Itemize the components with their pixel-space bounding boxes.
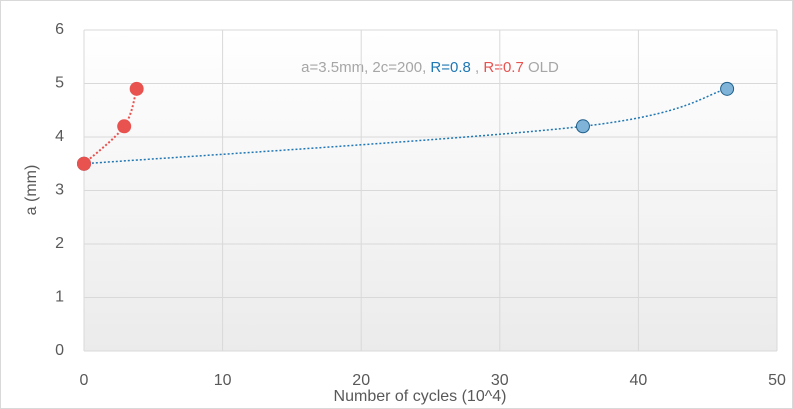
annotation-series: R=0.7 <box>483 59 523 76</box>
x-tick-label: 10 <box>214 372 232 389</box>
y-axis-label: a (mm) <box>23 165 40 216</box>
y-tick-label: 1 <box>55 289 64 306</box>
point <box>575 119 590 134</box>
x-tick-label: 50 <box>768 372 786 389</box>
y-tick-label: 5 <box>55 75 64 92</box>
y-tick-label: 0 <box>55 342 64 359</box>
annotation-separator: , <box>475 59 479 76</box>
trend-line <box>83 88 138 165</box>
y-tick-label: 2 <box>55 235 64 252</box>
y-tick-label: 6 <box>55 21 64 38</box>
x-tick-label: 20 <box>352 372 370 389</box>
point <box>720 81 735 96</box>
x-axis-label: Number of cycles (10^4) <box>334 388 507 405</box>
x-tick-label: 0 <box>80 372 89 389</box>
annotation-series: R=0.8 <box>430 59 470 76</box>
annotation-prefix: a=3.5mm, 2c=200, <box>301 59 426 76</box>
x-tick-label: 30 <box>491 372 509 389</box>
point <box>117 119 132 134</box>
y-tick-label: 3 <box>55 182 64 199</box>
annotation: a=3.5mm, 2c=200, R=0.8 , R=0.7 OLD <box>301 59 559 76</box>
annotation-suffix: OLD <box>528 59 559 76</box>
y-tick-label: 4 <box>55 128 64 145</box>
point <box>77 156 91 171</box>
x-tick-label: 40 <box>630 372 648 389</box>
point <box>129 81 144 96</box>
trend-line <box>83 88 728 165</box>
